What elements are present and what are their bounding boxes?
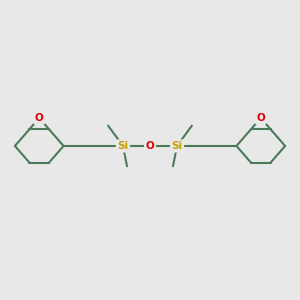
Text: O: O [256, 113, 265, 123]
Text: O: O [146, 141, 154, 151]
Text: O: O [35, 113, 44, 123]
Text: Si: Si [172, 141, 183, 151]
Text: Si: Si [117, 141, 128, 151]
